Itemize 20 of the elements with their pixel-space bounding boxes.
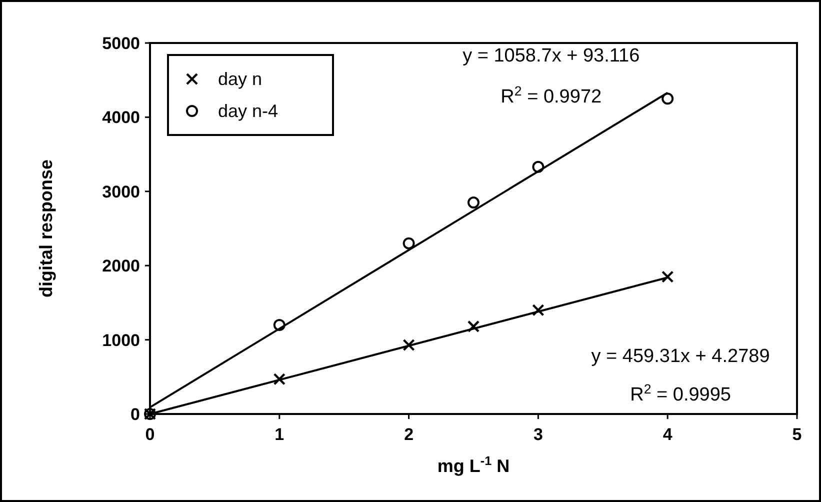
y-tick-label: 5000 [102,34,140,53]
legend-label: day n-4 [218,101,278,121]
x-tick-label: 5 [792,425,802,444]
x-tick-label: 0 [145,425,155,444]
annotation: y = 459.31x + 4.2789 [591,346,770,368]
x-axis-title: mg L$^{-1}$ N [437,454,510,476]
x-tick-label: 4 [662,425,673,444]
y-tick-label: 1000 [102,330,140,350]
y-axis-title: digital response [36,159,56,298]
y-tick-label: 0 [130,405,140,424]
x-tick-label: 3 [533,425,543,444]
y-tick-label: 2000 [102,256,140,276]
annotation: y = 1058.7x + 93.116 [462,46,640,67]
legend-label: day n [218,69,262,89]
x-tick-label: 1 [274,425,284,444]
x-tick-label: 2 [404,425,414,444]
y-tick-label: 3000 [102,182,140,202]
y-tick-label: 4000 [102,108,140,128]
annotation: R$^{2}$ = 0.9995 [630,381,731,406]
annotation: R$^{2}$ = 0.9972 [500,82,602,108]
